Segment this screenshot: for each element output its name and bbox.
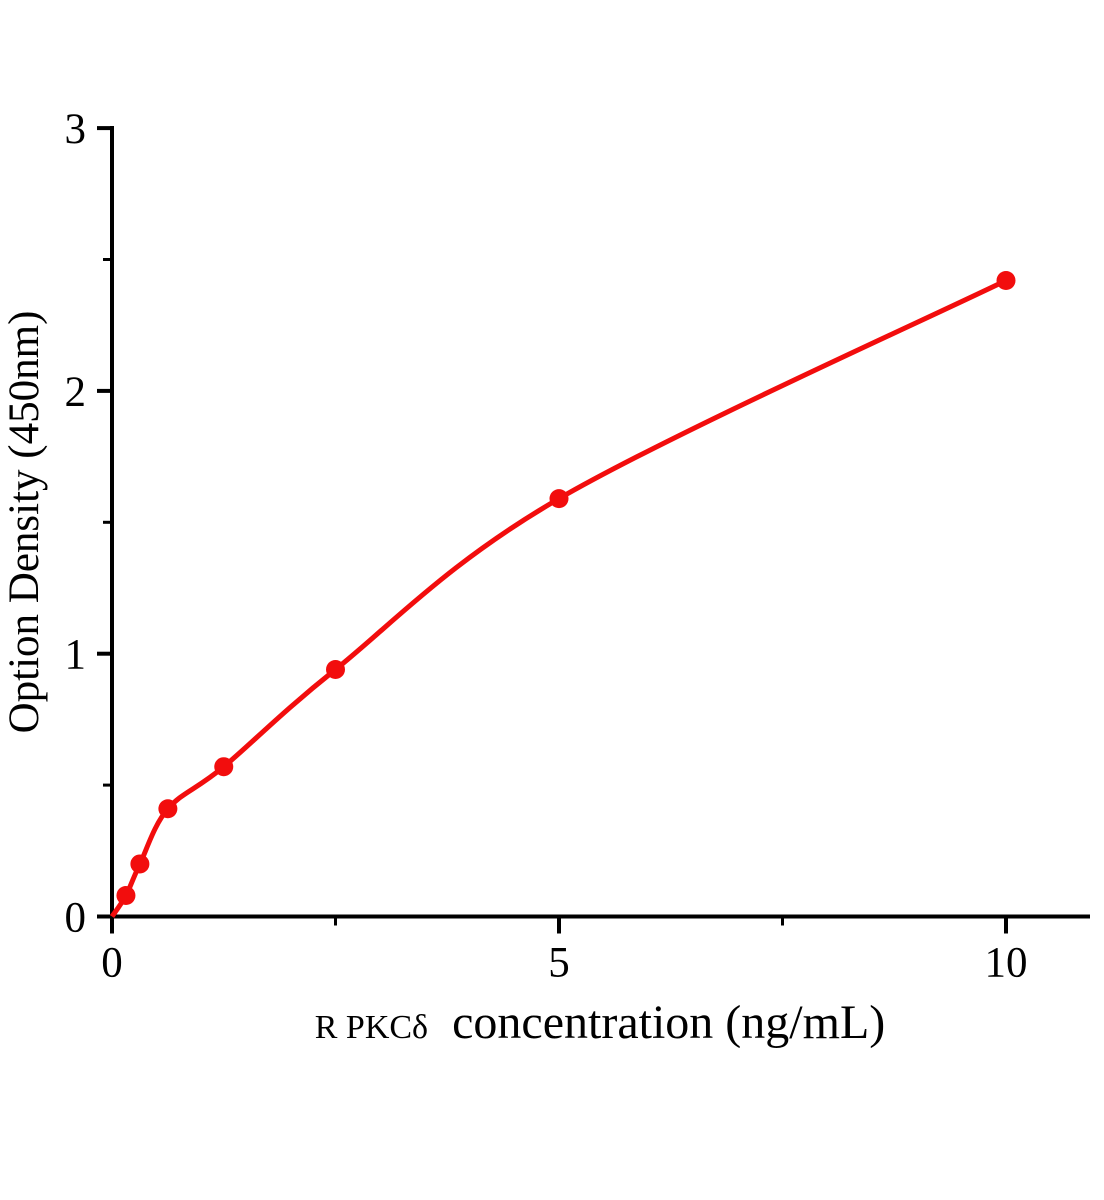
y-tick-label: 2 bbox=[65, 369, 87, 416]
data-point bbox=[996, 271, 1016, 291]
axes-group: 0 1 2 3 0 5 10 bbox=[65, 106, 1090, 987]
x-axis-title-concentration-unit: concentration (ng/mL) bbox=[452, 996, 885, 1049]
y-tick-label: 0 bbox=[65, 895, 87, 942]
x-tick-label: 5 bbox=[548, 940, 570, 987]
data-point bbox=[130, 854, 150, 874]
y-tick-label: 1 bbox=[65, 632, 87, 679]
data-point bbox=[158, 799, 178, 819]
data-series-group bbox=[109, 271, 1016, 918]
data-point bbox=[549, 489, 569, 509]
x-axis-title: R PKCδ concentration (ng/mL) bbox=[315, 996, 886, 1049]
data-point bbox=[326, 659, 345, 679]
data-point bbox=[214, 757, 234, 777]
x-axis-title-protein-name: R PKCδ bbox=[315, 1009, 428, 1046]
x-tick-label: 10 bbox=[985, 940, 1028, 987]
y-tick-label: 3 bbox=[65, 106, 87, 153]
data-point bbox=[116, 885, 136, 905]
y-axis-title: Option Density (450nm) bbox=[1, 311, 48, 734]
x-tick-label: 0 bbox=[101, 940, 123, 987]
fitted-curve bbox=[109, 278, 1008, 918]
